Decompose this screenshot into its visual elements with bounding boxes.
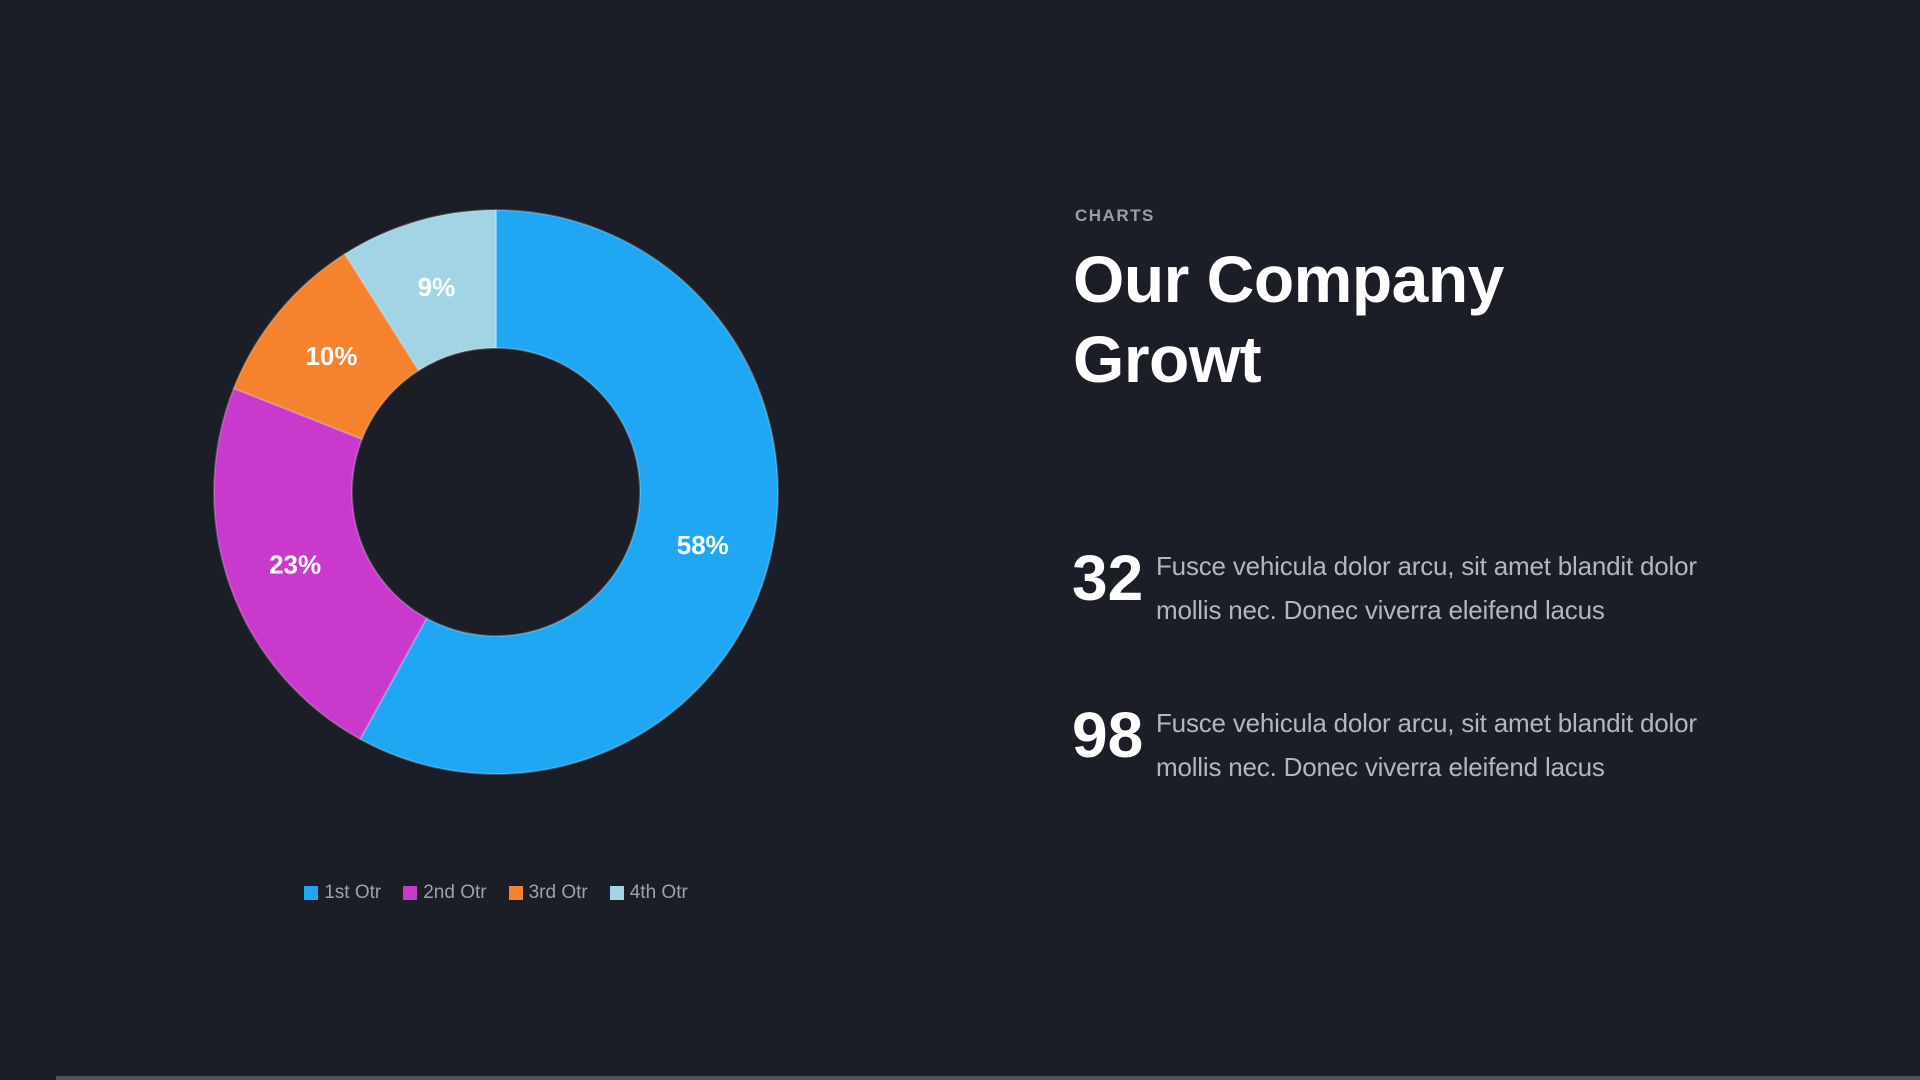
legend-item-3rd-otr: 3rd Otr bbox=[508, 882, 588, 903]
donut-slice-4th-otr bbox=[343, 209, 497, 372]
legend-item-2nd-otr: 2nd Otr bbox=[403, 882, 487, 903]
donut-slice-1st-otr bbox=[359, 209, 779, 775]
page-title: Our Company Growt bbox=[1073, 242, 1504, 396]
stat-description-2: Fusce vehicula dolor arcu, sit amet blan… bbox=[1156, 708, 1697, 782]
donut-slice-2nd-otr bbox=[213, 387, 428, 741]
slice-data-label: 9% bbox=[418, 272, 456, 302]
stat-description-1: Fusce vehicula dolor arcu, sit amet blan… bbox=[1156, 551, 1697, 625]
donut-slice-3rd-otr bbox=[232, 252, 420, 440]
stat-value-2: 98 bbox=[1072, 699, 1144, 771]
legend-swatch-icon bbox=[304, 886, 319, 900]
stat-value-1: 32 bbox=[1072, 542, 1144, 614]
section-kicker: CHARTS bbox=[1075, 206, 1155, 225]
legend-swatch-icon bbox=[508, 886, 523, 900]
stat-row-1: 32 Fusce vehicula dolor arcu, sit amet b… bbox=[1072, 544, 1697, 632]
stat-row-2: 98 Fusce vehicula dolor arcu, sit amet b… bbox=[1072, 701, 1697, 789]
legend-label: 2nd Otr bbox=[423, 882, 487, 903]
donut-chart: 58% 23% 10% 9% bbox=[211, 207, 781, 777]
legend-label: 1st Otr bbox=[324, 882, 382, 903]
bottom-edge-strip bbox=[56, 1076, 1920, 1080]
legend-swatch-icon bbox=[609, 886, 624, 900]
donut-chart-svg: 58% 23% 10% 9% bbox=[213, 209, 779, 775]
legend-item-1st-otr: 1st Otr bbox=[304, 883, 381, 903]
slice-data-label: 58% bbox=[677, 530, 729, 560]
slice-data-label: 23% bbox=[269, 549, 321, 579]
legend-swatch-icon bbox=[403, 886, 418, 900]
chart-legend: 1st Otr 2nd Otr 3rd Otr 4th Otr bbox=[211, 883, 781, 903]
legend-item-4th-otr: 4th Otr bbox=[609, 882, 688, 903]
legend-label: 3rd Otr bbox=[528, 882, 588, 903]
legend-label: 4th Otr bbox=[629, 882, 688, 903]
slice-data-label: 10% bbox=[305, 341, 357, 371]
